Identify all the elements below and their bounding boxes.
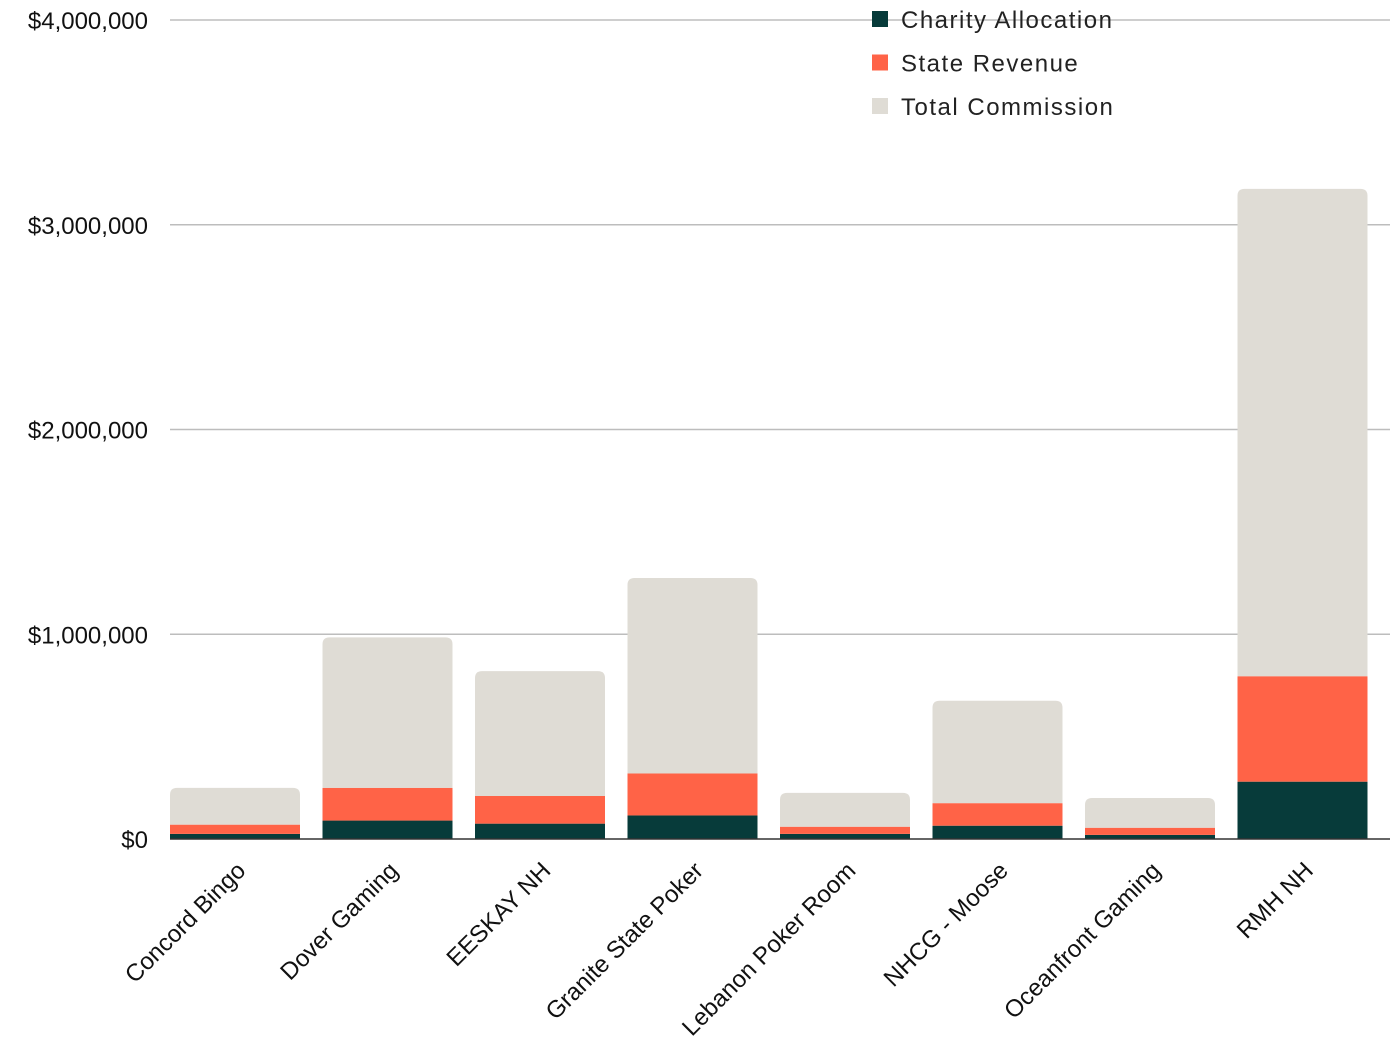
y-tick-label: $2,000,000: [28, 418, 148, 445]
bar-group: [627, 577, 758, 839]
bar-segment: [932, 700, 1063, 804]
bar-segment: [475, 796, 605, 824]
x-tick-label: Granite State Poker: [541, 857, 709, 1025]
y-tick-label: $0: [121, 827, 148, 854]
bar-segment: [1085, 827, 1215, 835]
y-tick-label: $4,000,000: [28, 8, 148, 35]
bar-segment: [780, 792, 910, 827]
bar-group: [780, 792, 910, 839]
bar-group: [1085, 798, 1215, 839]
x-tick-label: Oceanfront Gaming: [999, 857, 1166, 1024]
legend-label: Charity Allocation: [901, 7, 1113, 34]
bar-segment: [780, 833, 910, 839]
bar-segment: [322, 787, 453, 821]
y-tick-label: $1,000,000: [28, 622, 148, 649]
bar-segment: [170, 833, 300, 839]
legend-swatch: [872, 98, 888, 114]
bar-segment: [780, 826, 910, 834]
y-axis-ticks: $0 $1,000,000 $2,000,000 $3,000,000 $4,000,0…: [28, 8, 148, 854]
bar-segment: [1085, 798, 1215, 828]
bar-segment: [170, 824, 300, 834]
x-tick-label: EESKAY NH: [442, 857, 557, 972]
bar-segment: [1237, 676, 1368, 782]
y-tick-label: $3,000,000: [28, 213, 148, 240]
legend-item: Total Commission: [872, 94, 1114, 121]
bar-segment: [627, 815, 758, 839]
bar-segment: [932, 803, 1063, 826]
bar-group: [170, 787, 300, 839]
bar-group: [322, 637, 453, 839]
x-tick-label: RMH NH: [1232, 857, 1319, 944]
x-tick-label: Lebanon Poker Room: [677, 857, 861, 1041]
bar-segment: [322, 637, 453, 788]
x-tick-label: Concord Bingo: [120, 857, 251, 988]
legend-swatch: [872, 54, 888, 71]
bar-segment: [1237, 781, 1368, 839]
bar-group: [1237, 188, 1368, 839]
bar-segment: [170, 787, 300, 825]
x-tick-label: Dover Gaming: [275, 857, 404, 986]
x-tick-label: NHCG - Moose: [879, 857, 1014, 992]
legend-swatch: [872, 11, 888, 27]
legend-label: Total Commission: [901, 94, 1114, 121]
legend-label: State Revenue: [901, 51, 1079, 78]
bar-segment: [627, 773, 758, 816]
legend-item: Charity Allocation: [872, 7, 1113, 34]
gridlines: [170, 19, 1390, 635]
bar-segment: [475, 823, 605, 839]
bar-group: [932, 700, 1063, 839]
bar-segment: [475, 671, 605, 797]
bar-segment: [932, 825, 1063, 839]
bar-segment: [1085, 834, 1215, 839]
bar-segment: [1237, 188, 1368, 677]
legend: Charity Allocation State Revenue Total Com…: [872, 7, 1114, 121]
x-axis-ticks: Concord Bingo Dover Gaming EESKAY NHGranit…: [120, 857, 1319, 1041]
legend-item: State Revenue: [872, 51, 1079, 78]
bar-group: [475, 671, 605, 839]
bars: [170, 188, 1368, 839]
bar-segment: [322, 820, 453, 839]
bar-segment: [627, 577, 758, 774]
